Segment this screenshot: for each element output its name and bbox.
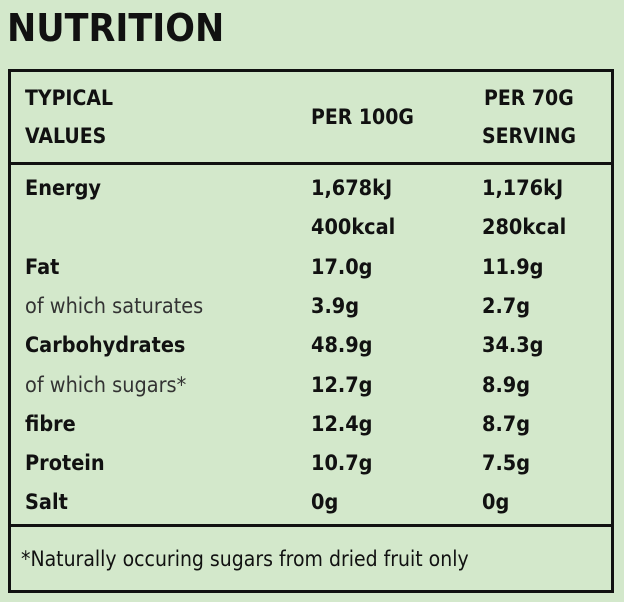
per-serving-value: 1,176kJ bbox=[482, 176, 564, 200]
per-serving-value: 8.7g bbox=[482, 411, 531, 436]
header-typical-values-line2: VALUES bbox=[25, 124, 107, 148]
table-header: TYPICAL VALUES PER 100G PER 70G SERVING bbox=[11, 72, 611, 165]
nutrition-table: TYPICAL VALUES PER 100G PER 70G SERVING … bbox=[8, 69, 614, 593]
table-row: Protein 10.7g 7.5g bbox=[11, 444, 611, 483]
per-serving-value: 280kcal bbox=[482, 215, 567, 240]
nutrient-label: Carbohydrates bbox=[25, 333, 186, 358]
header-per-100g: PER 100G bbox=[311, 105, 414, 129]
table-row: fibre 12.4g 8.7g bbox=[11, 405, 611, 444]
nutrient-label: fibre bbox=[25, 411, 76, 436]
header-typical-values-line1: TYPICAL bbox=[25, 86, 114, 110]
per-serving-value: 0g bbox=[482, 490, 510, 515]
per-100g-value: 12.4g bbox=[311, 411, 373, 436]
nutrient-label: Protein bbox=[25, 451, 105, 476]
per-serving-value: 2.7g bbox=[482, 293, 531, 318]
footnote: *Naturally occuring sugars from dried fr… bbox=[21, 547, 469, 571]
table-row: of which saturates 3.9g 2.7g bbox=[11, 287, 611, 326]
page-title: NUTRITION bbox=[7, 6, 225, 50]
per-100g-value: 400kcal bbox=[311, 215, 396, 240]
table-row: Carbohydrates 48.9g 34.3g bbox=[11, 326, 611, 365]
table-row: Energy 1,678kJ 1,176kJ bbox=[11, 169, 611, 208]
per-100g-value: 3.9g bbox=[311, 293, 360, 318]
header-per-serving-line1: PER 70G bbox=[484, 86, 574, 110]
per-serving-value: 11.9g bbox=[482, 254, 544, 279]
nutrient-label: Fat bbox=[25, 254, 60, 279]
header-per-serving-line2: SERVING bbox=[482, 124, 577, 148]
per-100g-value: 0g bbox=[311, 490, 339, 515]
per-100g-value: 17.0g bbox=[311, 254, 373, 279]
per-serving-value: 7.5g bbox=[482, 451, 531, 476]
per-100g-value: 48.9g bbox=[311, 333, 373, 358]
per-serving-value: 8.9g bbox=[482, 372, 531, 397]
nutrient-label: of which sugars* bbox=[25, 372, 187, 397]
per-100g-value: 1,678kJ bbox=[311, 176, 393, 200]
table-row: of which sugars* 12.7g 8.9g bbox=[11, 366, 611, 405]
nutrient-label: Energy bbox=[25, 176, 102, 200]
footnote-row: *Naturally occuring sugars from dried fr… bbox=[11, 524, 611, 593]
table-row: 400kcal 280kcal bbox=[11, 208, 611, 247]
per-100g-value: 12.7g bbox=[311, 372, 373, 397]
per-serving-value: 34.3g bbox=[482, 333, 544, 358]
per-100g-value: 10.7g bbox=[311, 451, 373, 476]
table-row: Fat 17.0g 11.9g bbox=[11, 248, 611, 287]
nutrient-label: Salt bbox=[25, 490, 68, 515]
nutrient-label: of which saturates bbox=[25, 293, 204, 318]
table-row: Salt 0g 0g bbox=[11, 483, 611, 522]
